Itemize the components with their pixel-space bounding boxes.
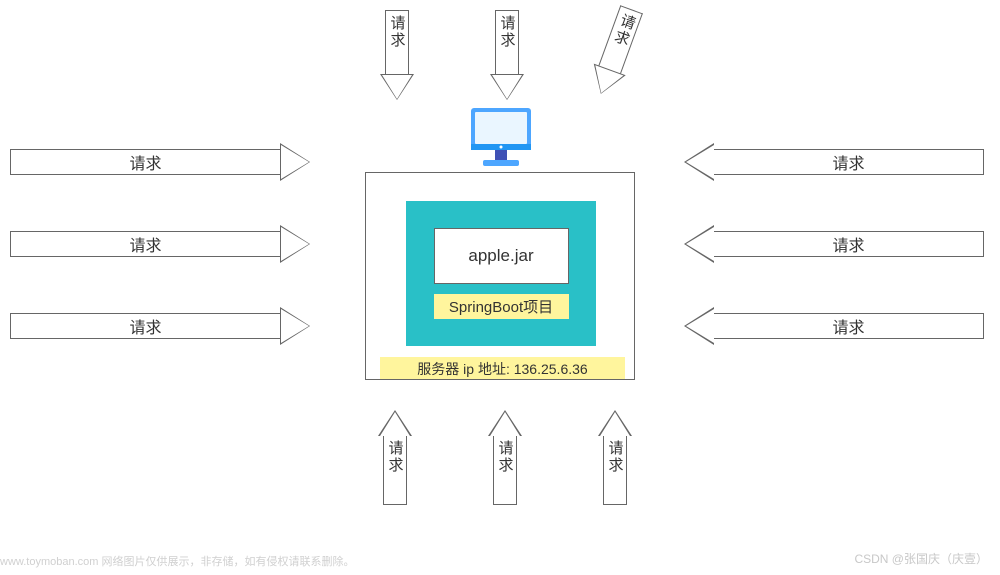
request-label: 请求 [832,232,864,256]
request-label: 请求 [387,15,408,49]
request-label: 请求 [129,150,161,174]
request-arrow-up: 请求 [488,410,522,505]
jar-file-box: apple.jar [434,228,569,284]
request-arrow-up: 请求 [378,410,412,505]
request-arrow-right: 请求 [10,225,310,263]
request-arrow-left: 请求 [684,307,984,345]
request-label: 请求 [495,440,516,474]
server-ip-label: 服务器 ip 地址: 136.25.6.36 [380,357,625,379]
request-arrow-down: 请求 [585,4,648,100]
monitor-icon [467,106,535,170]
watermark-left: www.toymoban.com 网络图片仅供展示，非存储，如有侵权请联系删除。 [0,553,354,569]
request-arrow-left: 请求 [684,143,984,181]
jar-file-label: apple.jar [468,246,533,266]
request-label: 请求 [608,10,639,49]
springboot-label: SpringBoot项目 [434,294,569,319]
request-label: 请求 [832,314,864,338]
request-arrow-left: 请求 [684,225,984,263]
watermark-right: CSDN @张国庆（庆壹） [854,550,988,567]
request-arrow-right: 请求 [10,307,310,345]
request-label: 请求 [385,440,406,474]
request-arrow-down: 请求 [380,10,414,100]
request-label: 请求 [832,150,864,174]
diagram-canvas: 请求请求请求 请求请求请求 请求请求请求 请求请求请求 apple.jar Sp… [0,0,1000,575]
request-label: 请求 [605,440,626,474]
request-arrow-right: 请求 [10,143,310,181]
request-label: 请求 [129,232,161,256]
request-arrow-down: 请求 [490,10,524,100]
server-box: apple.jar SpringBoot项目 [365,172,635,380]
request-label: 请求 [497,15,518,49]
request-arrow-up: 请求 [598,410,632,505]
request-label: 请求 [129,314,161,338]
springboot-container: apple.jar SpringBoot项目 [406,201,596,346]
